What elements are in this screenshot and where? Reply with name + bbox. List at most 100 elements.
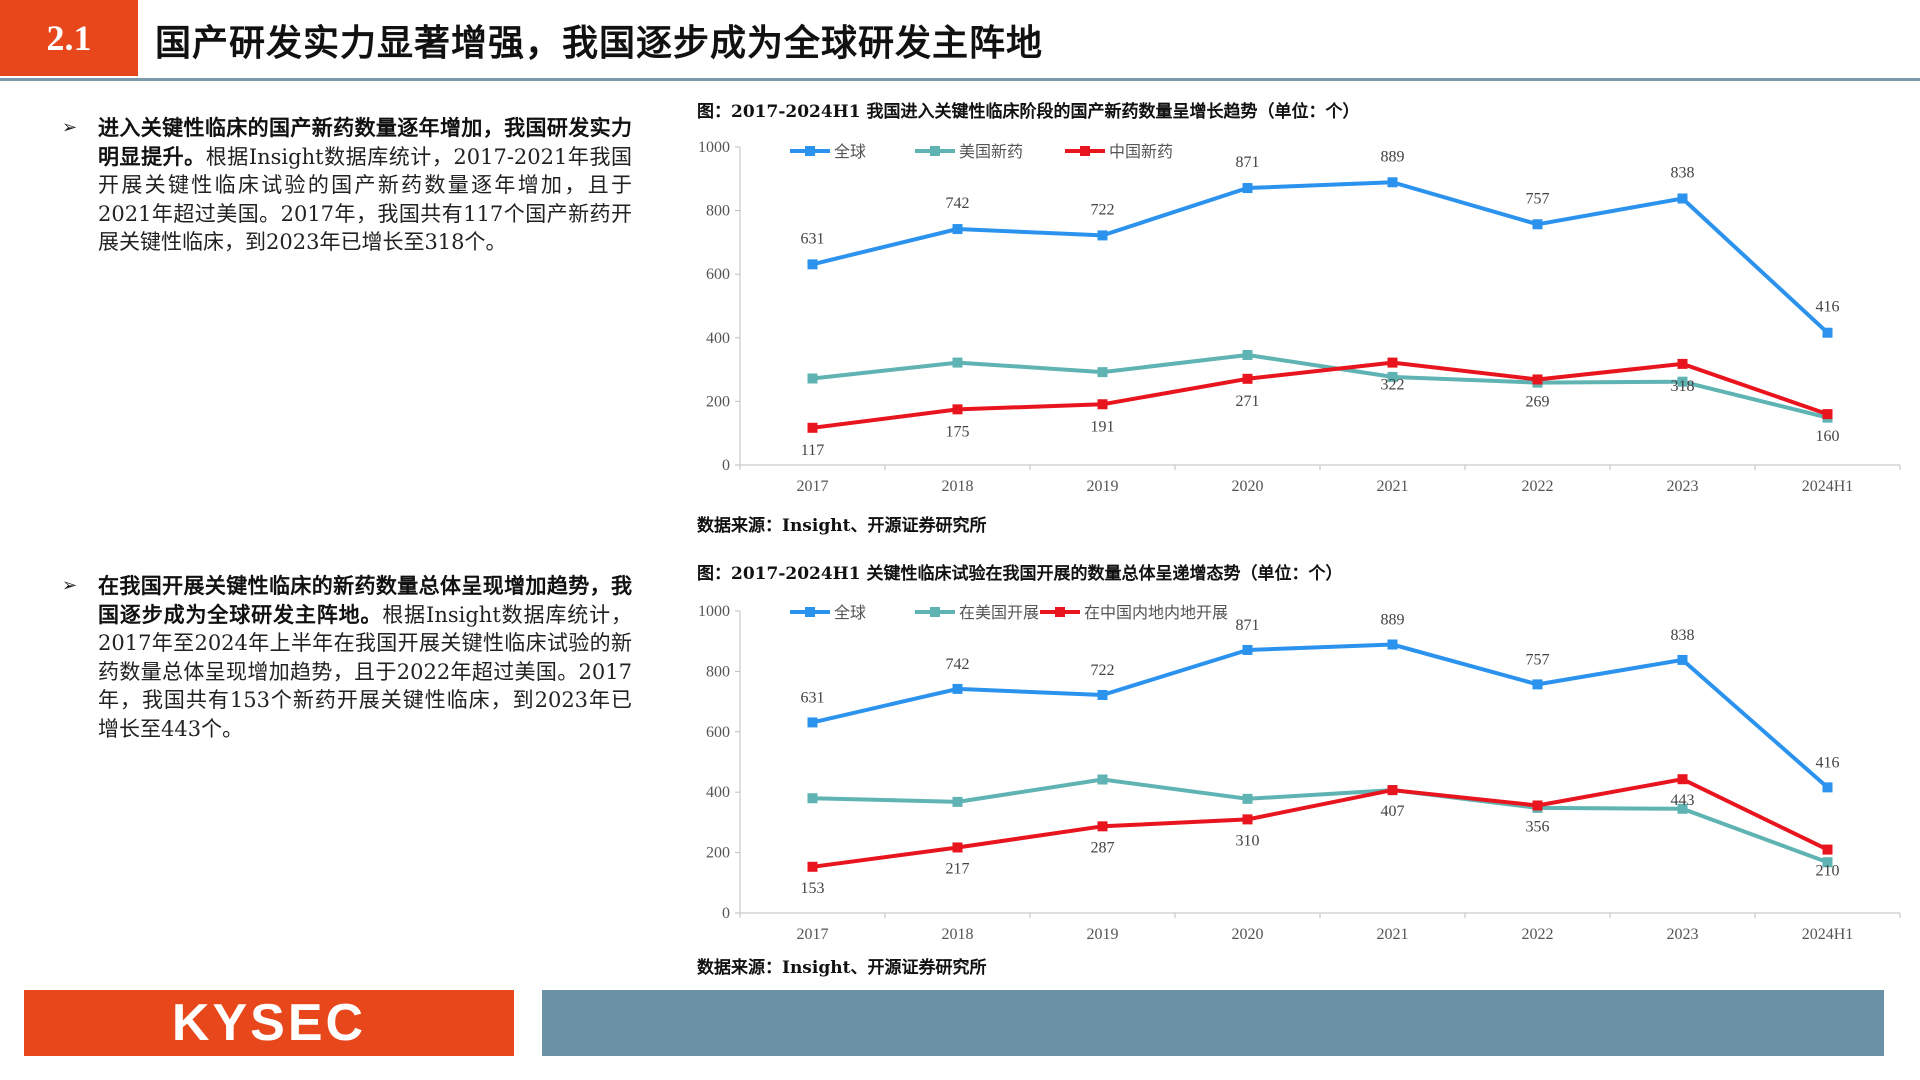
chart-2-caption: 图：2017-2024H1 关键性临床试验在我国开展的数量总体呈递增态势（单位：… xyxy=(697,564,1343,584)
legend-marker xyxy=(930,607,940,617)
data-label: 318 xyxy=(1671,378,1695,395)
data-label: 838 xyxy=(1671,627,1695,644)
data-point-marker xyxy=(807,861,818,872)
data-point-marker xyxy=(1532,800,1543,811)
data-label: 722 xyxy=(1091,201,1115,218)
data-point-marker xyxy=(1677,654,1688,665)
data-label: 757 xyxy=(1526,190,1550,207)
data-point-marker xyxy=(1387,177,1398,188)
page-title: 国产研发实力显著增强，我国逐步成为全球研发主阵地 xyxy=(155,22,1044,64)
data-label: 322 xyxy=(1381,377,1405,394)
data-label: 871 xyxy=(1236,154,1260,171)
data-point-marker xyxy=(1532,374,1543,385)
legend-label: 在美国开展 xyxy=(959,603,1039,622)
y-tick-label: 200 xyxy=(706,393,730,410)
data-point-marker xyxy=(1242,814,1253,825)
arrow-bullet-icon: ➢ xyxy=(62,575,78,596)
legend-label: 全球 xyxy=(834,142,866,161)
data-point-marker xyxy=(1242,644,1253,655)
data-label: 722 xyxy=(1091,662,1115,679)
data-point-marker xyxy=(1387,371,1398,382)
data-point-marker xyxy=(807,373,818,384)
data-label: 217 xyxy=(946,860,970,877)
series-line xyxy=(812,777,1829,865)
x-tick-label: 2019 xyxy=(1087,926,1119,943)
data-label: 416 xyxy=(1816,299,1840,316)
data-point-marker xyxy=(952,404,963,415)
series-line xyxy=(812,360,1829,430)
x-tick-label: 2024H1 xyxy=(1802,926,1854,943)
data-label: 631 xyxy=(801,230,825,247)
y-tick-label: 600 xyxy=(706,266,730,283)
data-label: 271 xyxy=(1236,393,1260,410)
data-point-marker xyxy=(807,259,818,270)
data-label: 191 xyxy=(1091,418,1115,435)
data-point-marker xyxy=(1242,183,1253,194)
legend-marker xyxy=(805,146,815,156)
bullet-body: 根据Insight数据库统计，2017-2021年我国开展关键性临床试验的国产新… xyxy=(98,144,632,255)
kysec-logo: KYSEC xyxy=(24,990,514,1056)
data-label: 356 xyxy=(1526,818,1550,835)
data-point-marker xyxy=(1387,639,1398,650)
bullet-lead: 在我国开展关键性临床的新药数量总体呈现增加趋势，我国逐步成为全球研发主阵地。 xyxy=(98,573,632,627)
data-point-marker xyxy=(1532,219,1543,230)
legend-label: 中国新药 xyxy=(1109,142,1173,161)
y-tick-label: 0 xyxy=(722,905,730,922)
data-point-marker xyxy=(1097,230,1108,241)
chart-1-caption: 图：2017-2024H1 我国进入关键性临床阶段的国产新药数量呈增长趋势（单位… xyxy=(697,102,1360,122)
data-point-marker xyxy=(1097,821,1108,832)
x-tick-label: 2023 xyxy=(1667,926,1699,943)
data-point-marker xyxy=(952,842,963,853)
legend-marker xyxy=(1080,146,1090,156)
data-label: 742 xyxy=(946,195,970,212)
y-tick-label: 1000 xyxy=(698,139,730,156)
y-tick-label: 600 xyxy=(706,724,730,741)
data-point-marker xyxy=(1822,409,1833,420)
data-point-marker xyxy=(1242,349,1253,360)
x-tick-label: 2019 xyxy=(1087,478,1119,495)
section-number-badge: 2.1 xyxy=(0,0,138,76)
x-tick-label: 2021 xyxy=(1377,478,1409,495)
data-label: 416 xyxy=(1816,754,1840,771)
bullet-text: 进入关键性临床的国产新药数量逐年增加，我国研发实力明显提升。根据Insight数… xyxy=(98,114,632,257)
data-point-marker xyxy=(1242,793,1253,804)
data-point-marker xyxy=(1532,679,1543,690)
data-point-marker xyxy=(1822,844,1833,855)
legend-label: 美国新药 xyxy=(959,142,1023,161)
data-point-marker xyxy=(952,357,963,368)
x-tick-label: 2024H1 xyxy=(1802,478,1854,495)
data-label: 631 xyxy=(801,689,825,706)
data-point-marker xyxy=(1677,774,1688,785)
footer-bar xyxy=(542,990,1884,1056)
data-label: 889 xyxy=(1381,612,1405,629)
data-point-marker xyxy=(1822,327,1833,338)
data-label: 889 xyxy=(1381,148,1405,165)
data-point-marker xyxy=(807,793,818,804)
header-divider xyxy=(0,78,1920,81)
data-label: 838 xyxy=(1671,165,1695,182)
x-tick-label: 2022 xyxy=(1522,478,1554,495)
data-label: 407 xyxy=(1381,803,1405,820)
x-tick-label: 2023 xyxy=(1667,478,1699,495)
data-point-marker xyxy=(807,422,818,433)
data-point-marker xyxy=(1097,367,1108,378)
arrow-bullet-icon: ➢ xyxy=(62,117,78,138)
chart-2-source: 数据来源：Insight、开源证券研究所 xyxy=(697,958,987,978)
bullet-point-1: ➢ 进入关键性临床的国产新药数量逐年增加，我国研发实力明显提升。根据Insigh… xyxy=(62,114,632,257)
data-label: 117 xyxy=(801,442,824,459)
series-line xyxy=(812,642,1829,789)
data-label: 269 xyxy=(1526,393,1550,410)
y-tick-label: 800 xyxy=(706,663,730,680)
data-label: 210 xyxy=(1816,863,1840,880)
data-point-marker xyxy=(1097,399,1108,410)
data-point-marker xyxy=(807,717,818,728)
data-label: 742 xyxy=(946,656,970,673)
data-point-marker xyxy=(1677,376,1688,387)
series-line xyxy=(812,180,1829,335)
data-label: 310 xyxy=(1236,832,1260,849)
x-tick-label: 2018 xyxy=(942,478,974,495)
data-point-marker xyxy=(952,796,963,807)
bullet-lead: 进入关键性临床的国产新药数量逐年增加，我国研发实力明显提升。 xyxy=(98,115,632,169)
data-label: 160 xyxy=(1816,428,1840,445)
data-label: 757 xyxy=(1526,651,1550,668)
